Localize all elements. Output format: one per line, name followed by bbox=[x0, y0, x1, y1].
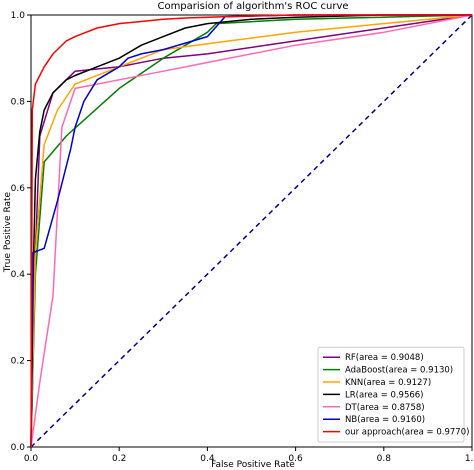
x-tick-label: 0.2 bbox=[112, 454, 126, 464]
plot-area bbox=[30, 14, 473, 448]
legend-label: NB(area = 0.9160) bbox=[345, 415, 425, 425]
series-line-5 bbox=[30, 14, 473, 448]
chart-title: Comparision of algorithm's ROC curve bbox=[157, 1, 348, 12]
x-axis-ticks: 0.0 0.2 0.4 0.6 0.8 1.0 bbox=[24, 447, 474, 464]
legend: RF(area = 0.9048) AdaBoost(area = 0.9130)… bbox=[317, 346, 469, 443]
y-tick-label: 0.6 bbox=[11, 184, 26, 194]
legend-label: DT(area = 0.8758) bbox=[345, 403, 425, 413]
series-line-4 bbox=[30, 14, 472, 448]
series-line-6 bbox=[30, 14, 472, 448]
diagonal-reference-line bbox=[30, 14, 473, 448]
legend-label: KNN(area = 0.9127) bbox=[345, 378, 431, 388]
y-tick-label: 0.8 bbox=[11, 97, 26, 107]
y-tick-label: 0.4 bbox=[11, 270, 26, 280]
legend-label: AdaBoost(area = 0.9130) bbox=[345, 366, 453, 376]
y-axis-ticks: 0.0 0.2 0.4 0.6 0.8 1.0 bbox=[11, 11, 31, 453]
y-tick-label: 0.2 bbox=[11, 357, 25, 367]
x-axis-title: False Positive Rate bbox=[211, 460, 295, 470]
legend-label: LR(area = 0.9566) bbox=[345, 390, 424, 400]
series-line-7 bbox=[30, 14, 472, 448]
x-tick-label: 0.8 bbox=[377, 454, 392, 464]
plot-frame bbox=[30, 14, 473, 448]
x-tick-label: 0.0 bbox=[24, 454, 39, 464]
x-tick-label: 0.6 bbox=[288, 454, 303, 464]
legend-label: RF(area = 0.9048) bbox=[345, 353, 424, 363]
y-tick-label: 0.0 bbox=[11, 443, 26, 453]
series-line-2 bbox=[30, 14, 473, 448]
y-axis-title: True Positive Rate bbox=[3, 191, 13, 273]
y-tick-label: 1.0 bbox=[11, 11, 26, 21]
legend-label: our approach(area = 0.9770) bbox=[345, 428, 469, 438]
legend-box bbox=[317, 346, 465, 443]
x-tick-label: 0.4 bbox=[200, 454, 215, 464]
x-tick-label: 1.0 bbox=[465, 454, 474, 464]
